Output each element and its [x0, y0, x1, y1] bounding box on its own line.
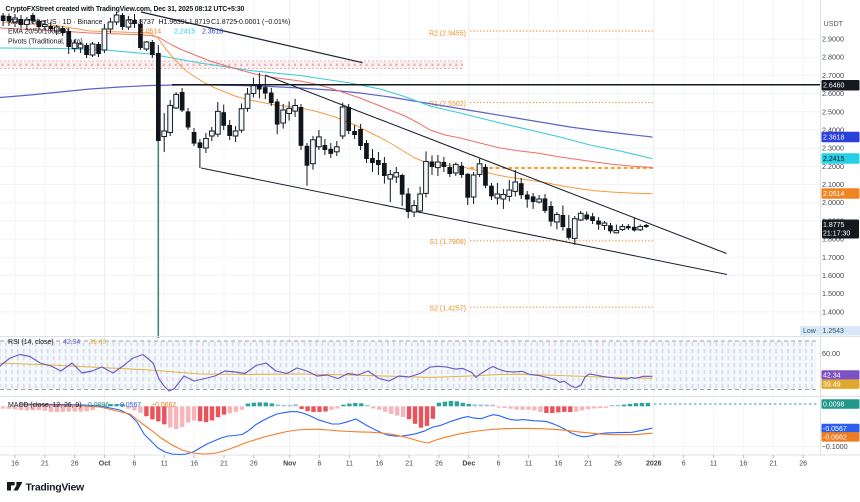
svg-text:6: 6: [318, 461, 322, 468]
svg-text:2.2000: 2.2000: [822, 162, 844, 171]
svg-text:2.4000: 2.4000: [822, 126, 844, 135]
svg-text:USDT: USDT: [824, 19, 844, 28]
svg-text:2.9000: 2.9000: [822, 35, 844, 44]
svg-text:−0.1000: −0.1000: [822, 442, 848, 451]
svg-text:6: 6: [132, 461, 136, 468]
svg-text:16: 16: [740, 461, 748, 468]
svg-text:2.3618: 2.3618: [823, 134, 845, 141]
svg-text:11: 11: [525, 461, 532, 468]
svg-text:2.2415: 2.2415: [823, 156, 845, 163]
svg-text:6: 6: [682, 461, 686, 468]
svg-text:TradingView: TradingView: [26, 482, 85, 494]
svg-text:1.2543: 1.2543: [823, 328, 845, 335]
svg-text:2.1000: 2.1000: [822, 180, 844, 189]
svg-text:Pivots (Traditional, Auto): Pivots (Traditional, Auto): [8, 39, 83, 46]
svg-text:21: 21: [220, 461, 228, 468]
svg-text:S1 (1.7908): S1 (1.7908): [429, 239, 466, 246]
svg-text:16: 16: [554, 461, 562, 468]
svg-text:1.5000: 1.5000: [822, 289, 844, 298]
svg-text:-0.0567: -0.0567: [823, 426, 847, 433]
svg-text:26: 26: [435, 461, 443, 468]
svg-text:MACD (close, 12, 26, 9)0.0096−: MACD (close, 12, 26, 9) 0.0096 −0.0567 −0.0…: [8, 402, 176, 409]
svg-text:2.8000: 2.8000: [822, 53, 844, 62]
svg-text:-0.0662: -0.0662: [823, 434, 847, 441]
svg-text:11: 11: [346, 461, 353, 468]
svg-text:Dec: Dec: [462, 461, 475, 468]
svg-text:21: 21: [41, 461, 49, 468]
svg-text:16: 16: [375, 461, 383, 468]
svg-text:11: 11: [161, 461, 168, 468]
svg-text:2.6000: 2.6000: [822, 89, 844, 98]
svg-text:11: 11: [710, 461, 717, 468]
svg-text:S2 (1.4257): S2 (1.4257): [429, 306, 466, 313]
svg-text:2026: 2026: [646, 461, 662, 468]
svg-text:26: 26: [614, 461, 622, 468]
svg-text:1.7000: 1.7000: [822, 253, 844, 262]
svg-text:0.0098: 0.0098: [823, 402, 845, 409]
svg-text:6: 6: [497, 461, 501, 468]
svg-text:2.7000: 2.7000: [822, 71, 844, 80]
svg-text:1.4000: 1.4000: [822, 307, 844, 316]
svg-text:CryptoFXStreet created with Tr: CryptoFXStreet created with TradingView.…: [6, 6, 245, 13]
svg-text:Low: Low: [803, 328, 817, 335]
svg-text:R2 (2.9455): R2 (2.9455): [429, 31, 466, 38]
svg-text:2.0514: 2.0514: [823, 191, 845, 198]
svg-text:21: 21: [584, 461, 592, 468]
svg-text:2.3000: 2.3000: [822, 144, 844, 153]
svg-text:1.8775: 1.8775: [823, 222, 845, 229]
svg-text:Oct: Oct: [99, 461, 111, 468]
svg-text:60.00: 60.00: [822, 349, 840, 358]
svg-text:21:17:30: 21:17:30: [823, 231, 850, 238]
svg-text:21: 21: [769, 461, 777, 468]
svg-text:16: 16: [190, 461, 198, 468]
svg-text:42.34: 42.34: [823, 373, 841, 380]
svg-text:R1 (2.5502): R1 (2.5502): [429, 101, 466, 108]
svg-text:1.6000: 1.6000: [822, 271, 844, 280]
svg-text:26: 26: [250, 461, 258, 468]
svg-text:21: 21: [405, 461, 413, 468]
svg-text:2.0000: 2.0000: [822, 198, 844, 207]
svg-text:39.49: 39.49: [823, 382, 841, 389]
svg-text:1.8000: 1.8000: [822, 235, 844, 244]
svg-text:26: 26: [799, 461, 807, 468]
svg-text:26: 26: [71, 461, 79, 468]
svg-text:2.6460: 2.6460: [823, 83, 845, 90]
svg-text:16: 16: [11, 461, 19, 468]
svg-text:Nov: Nov: [283, 461, 296, 468]
svg-text:2.5000: 2.5000: [822, 107, 844, 116]
